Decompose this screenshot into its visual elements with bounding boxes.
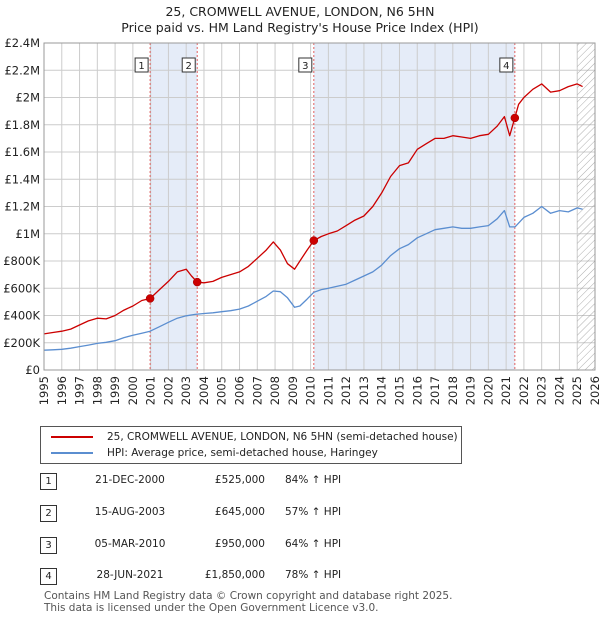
x-tick-label: 1997	[73, 376, 87, 405]
y-tick-label: £2.2M	[4, 63, 40, 77]
chart-subtitle: Price paid vs. HM Land Registry's House …	[121, 20, 479, 35]
x-tick-label: 2018	[446, 376, 460, 405]
x-tick-label: 2011	[321, 376, 335, 405]
price-chart: 1 2 3 4 £0 £200K £400K £600K £800K £1M £1.2M £1.4M…	[3, 36, 600, 405]
x-tick-label: 1995	[37, 376, 51, 405]
y-tick-label: £0	[25, 363, 40, 377]
sale-marker-box	[181, 57, 196, 73]
transaction-row: 3 05-MAR-2010 £950,000 64% ↑ HPI	[40, 536, 460, 554]
x-tick-label: 2008	[268, 376, 282, 405]
y-tick-label: £1.8M	[4, 118, 40, 132]
x-tick-label: 2000	[126, 376, 140, 405]
y-tick-label: £200K	[3, 336, 40, 350]
forecast-hatch	[577, 43, 595, 370]
transaction-marker: 1	[40, 473, 57, 490]
legend-item-property: 25, CROMWELL AVENUE, LONDON, N6 5HN (sem…	[51, 429, 458, 445]
sale-marker-box	[134, 57, 149, 73]
x-tick-label: 2013	[357, 376, 371, 405]
x-tick-label: 1996	[55, 376, 69, 405]
transaction-date: 15-AUG-2003	[94, 506, 166, 518]
transaction-date: 28-JUN-2021	[96, 569, 164, 581]
legend-swatch-hpi	[51, 452, 93, 454]
transaction-hpi: 78% ↑ HPI	[285, 569, 342, 581]
legend-swatch-property	[51, 436, 93, 438]
x-tick-label: 2005	[215, 376, 229, 405]
y-tick-label: £1M	[15, 227, 40, 241]
sale-marker-label: 4	[503, 61, 509, 72]
sale-point	[309, 236, 319, 245]
sale-marker-label: 1	[138, 61, 144, 72]
transaction-price: £645,000	[214, 506, 265, 518]
x-tick-label: 2006	[233, 376, 247, 405]
x-tick-label: 2009	[286, 376, 300, 405]
y-tick-label: £400K	[3, 309, 40, 323]
x-tick-label: 2025	[570, 376, 584, 405]
x-tick-label: 2004	[197, 376, 211, 405]
x-tick-label: 2001	[144, 376, 158, 405]
legend-label-hpi: HPI: Average price, semi-detached house,…	[107, 447, 378, 459]
footer: Contains HM Land Registry data © Crown c…	[44, 590, 452, 614]
sale-marker-label: 2	[186, 61, 192, 72]
transaction-price: £525,000	[214, 474, 265, 486]
plot-frame	[43, 42, 596, 371]
transaction-hpi: 64% ↑ HPI	[285, 538, 342, 550]
series-line-hpi	[43, 205, 583, 351]
chart-title: 25, CROMWELL AVENUE, LONDON, N6 5HN	[165, 4, 435, 19]
sale-point	[510, 113, 520, 123]
transaction-marker: 3	[40, 537, 57, 554]
transaction-row: 1 21-DEC-2000 £525,000 84% ↑ HPI	[40, 472, 460, 490]
legend: 25, CROMWELL AVENUE, LONDON, N6 5HN (sem…	[40, 426, 462, 464]
footer-copyright: Contains HM Land Registry data © Crown c…	[44, 590, 453, 602]
x-tick-label: 2015	[392, 376, 406, 405]
y-tick-label: £2.4M	[4, 36, 40, 50]
transaction-date: 21-DEC-2000	[95, 474, 165, 486]
y-tick-label: £1.4M	[4, 172, 40, 186]
sale-point	[192, 277, 202, 287]
y-tick-label: £2M	[15, 91, 40, 105]
x-tick-label: 2002	[161, 376, 175, 405]
transaction-price: £1,850,000	[204, 569, 265, 581]
sale-marker-label: 3	[302, 61, 308, 72]
transaction-hpi: 57% ↑ HPI	[285, 506, 342, 518]
x-tick-label: 2020	[481, 376, 495, 405]
sale-point	[145, 294, 155, 303]
x-tick-label: 2022	[517, 376, 531, 405]
x-tick-label: 2021	[499, 376, 513, 405]
x-tick-label: 2012	[339, 376, 353, 405]
x-tick-label: 2014	[375, 376, 389, 405]
x-tick-label: 2007	[250, 376, 264, 405]
y-tick-label: £600K	[3, 281, 40, 295]
x-tick-label: 2017	[428, 376, 442, 405]
x-tick-label: 2016	[410, 376, 424, 405]
transaction-price: £950,000	[214, 538, 265, 550]
x-tick-label: 2026	[588, 376, 600, 405]
x-tick-label: 2024	[552, 376, 566, 405]
sale-marker-box	[298, 57, 313, 73]
y-tick-label: £1.2M	[4, 200, 40, 214]
x-tick-label: 2019	[464, 376, 478, 405]
y-tick-label: £800K	[3, 254, 40, 268]
x-tick-label: 2023	[535, 376, 549, 405]
transaction-marker: 4	[40, 568, 57, 585]
x-tick-label: 2003	[179, 376, 193, 405]
transaction-row: 2 15-AUG-2003 £645,000 57% ↑ HPI	[40, 504, 460, 522]
x-tick-label: 1998	[90, 376, 104, 405]
y-tick-label: £1.6M	[4, 145, 40, 159]
x-tick-label: 2010	[304, 376, 318, 405]
legend-label-property: 25, CROMWELL AVENUE, LONDON, N6 5HN (sem…	[107, 431, 458, 443]
transaction-hpi: 84% ↑ HPI	[285, 474, 342, 486]
sale-marker-box	[499, 57, 514, 73]
transaction-date: 05-MAR-2010	[94, 538, 166, 550]
transaction-row: 4 28-JUN-2021 £1,850,000 78% ↑ HPI	[40, 567, 460, 585]
x-tick-label: 1999	[108, 376, 122, 405]
footer-licence: This data is licensed under the Open Gov…	[44, 602, 379, 614]
legend-item-hpi: HPI: Average price, semi-detached house,…	[51, 445, 378, 461]
transaction-marker: 2	[40, 505, 57, 522]
